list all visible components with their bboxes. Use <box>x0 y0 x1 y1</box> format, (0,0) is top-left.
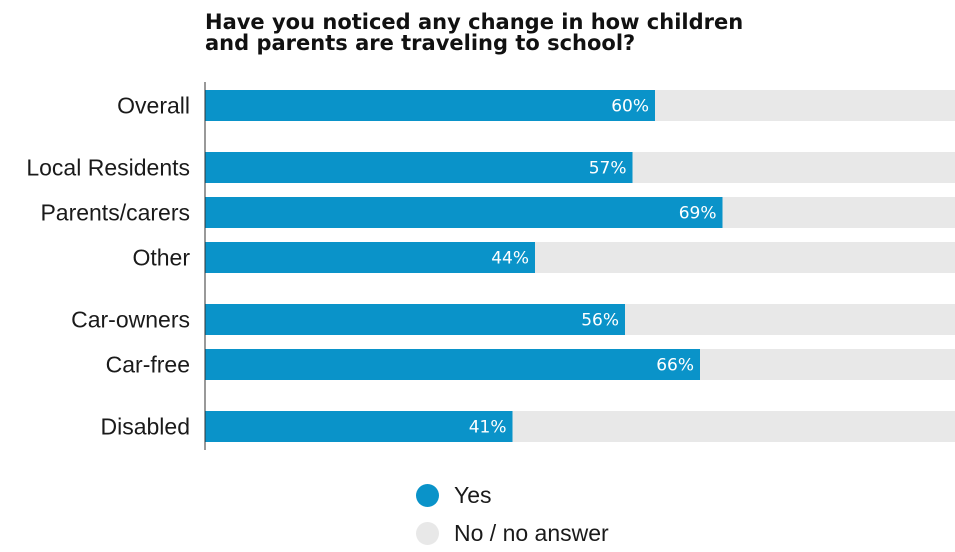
data-label-disabled: 41% <box>469 418 507 438</box>
bar-yes-disabled <box>205 411 513 442</box>
bar-no-other <box>535 242 955 273</box>
category-label-car-owners: Car-owners <box>71 307 190 333</box>
legend-swatch-no <box>416 522 439 545</box>
bar-yes-car-owners <box>205 304 625 335</box>
data-label-overall: 60% <box>611 97 649 117</box>
data-label-local-residents: 57% <box>589 159 627 179</box>
bar-yes-car-free <box>205 349 700 380</box>
legend-swatch-yes <box>416 484 439 507</box>
bar-no-local-residents <box>633 152 955 183</box>
legend-item-yes: Yes <box>416 476 609 514</box>
bar-yes-overall <box>205 90 655 121</box>
data-label-parents-carers: 69% <box>679 204 717 224</box>
bar-yes-local-residents <box>205 152 633 183</box>
category-label-car-free: Car-free <box>106 352 190 378</box>
bar-no-parents-carers <box>723 197 955 228</box>
bar-yes-other <box>205 242 535 273</box>
bar-no-overall <box>655 90 955 121</box>
legend-label-yes: Yes <box>454 482 492 509</box>
bar-no-car-free <box>700 349 955 380</box>
category-label-other: Other <box>132 245 190 271</box>
data-label-car-owners: 56% <box>581 311 619 331</box>
legend: Yes No / no answer <box>416 476 609 552</box>
bar-no-car-owners <box>625 304 955 335</box>
category-label-disabled: Disabled <box>101 414 191 440</box>
data-label-other: 44% <box>491 249 529 269</box>
legend-item-no: No / no answer <box>416 514 609 552</box>
category-label-overall: Overall <box>117 93 190 119</box>
category-label-local-residents: Local Residents <box>26 155 190 181</box>
legend-label-no: No / no answer <box>454 520 609 547</box>
bar-no-disabled <box>513 411 955 442</box>
bar-yes-parents-carers <box>205 197 723 228</box>
data-label-car-free: 66% <box>656 356 694 376</box>
category-label-parents-carers: Parents/carers <box>40 200 190 226</box>
